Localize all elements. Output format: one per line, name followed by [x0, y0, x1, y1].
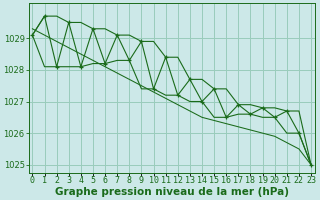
X-axis label: Graphe pression niveau de la mer (hPa): Graphe pression niveau de la mer (hPa)	[55, 187, 289, 197]
